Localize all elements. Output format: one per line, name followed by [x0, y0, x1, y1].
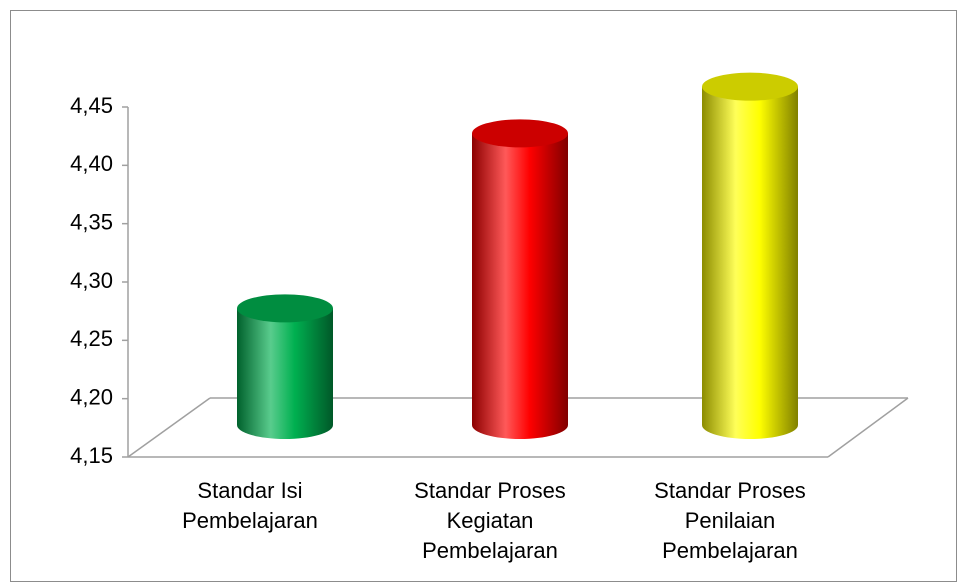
- bar: [237, 308, 333, 439]
- y-tick-label: 4,20: [70, 384, 113, 409]
- y-tick-label: 4,45: [70, 93, 113, 118]
- floor-left: [127, 397, 211, 458]
- bar-top: [702, 72, 798, 101]
- bar-top: [472, 119, 568, 148]
- x-tick-label: Standar Proses Penilaian Pembelajaran: [654, 478, 806, 563]
- y-tick-label: 4,30: [70, 268, 113, 293]
- bar: [472, 133, 568, 440]
- y-tick-label: 4,25: [70, 326, 113, 351]
- y-tick-label: 4,35: [70, 209, 113, 234]
- x-tick-label: Standar Proses Kegiatan Pembelajaran: [414, 478, 566, 563]
- y-tick-label: 4,40: [70, 151, 113, 176]
- floor-right: [827, 397, 909, 458]
- y-tick-label: 4,15: [70, 443, 113, 468]
- bar: [702, 86, 798, 440]
- bar-top: [237, 294, 333, 323]
- x-tick-label: Standar Isi Pembelajaran: [182, 478, 318, 533]
